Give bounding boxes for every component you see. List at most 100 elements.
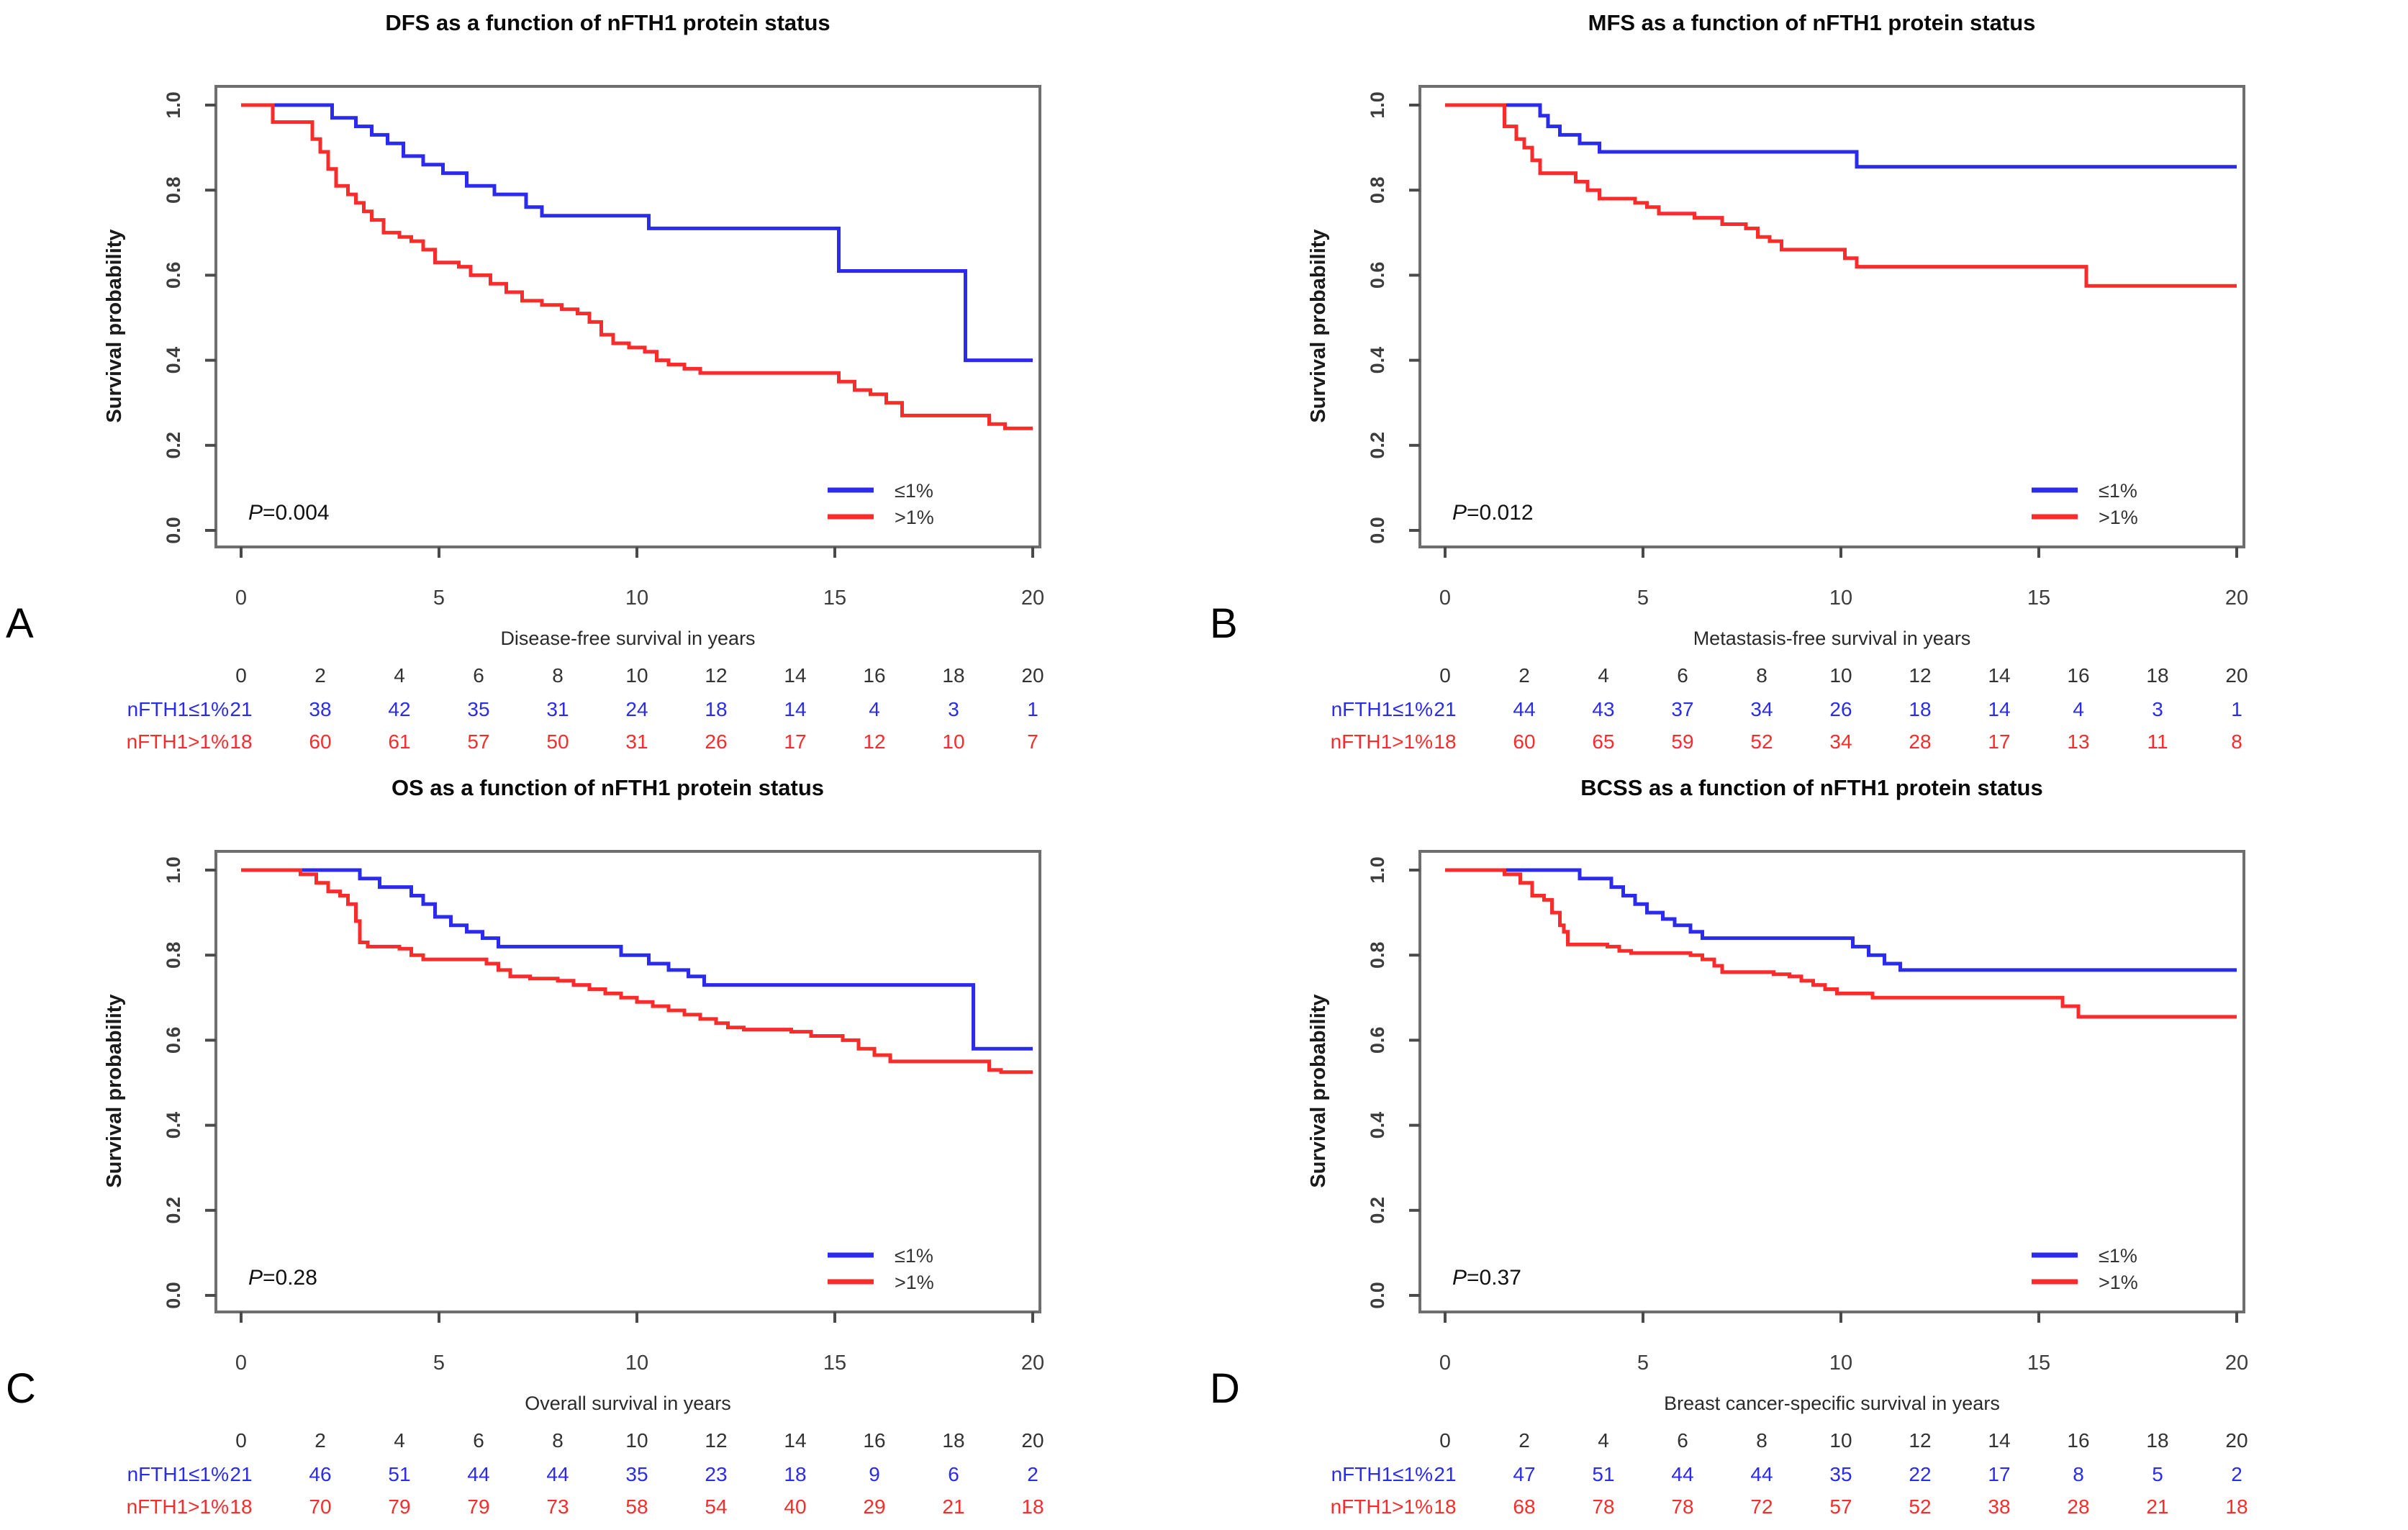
y-tick-label: 0.6 <box>1367 262 1388 289</box>
y-tick-label: 0.0 <box>1367 1282 1388 1309</box>
risk-year-label: 10 <box>625 664 648 687</box>
risk-year-label: 14 <box>784 664 806 687</box>
risk-count: 60 <box>1513 730 1535 753</box>
risk-count: 1 <box>2231 698 2242 720</box>
y-tick-label: 0.6 <box>1367 1027 1388 1054</box>
y-tick-label: 1.0 <box>1367 856 1388 884</box>
risk-year-label: 6 <box>473 1429 484 1452</box>
risk-row-label: nFTH1≤1% <box>127 1463 229 1485</box>
y-tick-label: 0.4 <box>163 347 184 374</box>
y-tick-label: 0.6 <box>163 262 184 289</box>
x-tick-label: 20 <box>1021 587 1044 610</box>
chart-title: OS as a function of nFTH1 protein status <box>391 775 824 800</box>
x-tick-label: 10 <box>625 587 648 610</box>
risk-count: 29 <box>863 1495 885 1518</box>
risk-year-label: 8 <box>1756 664 1767 687</box>
risk-count: 35 <box>625 1463 648 1485</box>
panel-d: BCSS as a function of nFTH1 protein stat… <box>1204 765 2408 1530</box>
risk-count: 44 <box>546 1463 569 1485</box>
chart-title: MFS as a function of nFTH1 protein statu… <box>1588 10 2036 35</box>
risk-count: 40 <box>784 1495 806 1518</box>
risk-year-label: 0 <box>1439 1429 1451 1452</box>
risk-count: 42 <box>388 698 410 720</box>
risk-year-label: 16 <box>2067 664 2089 687</box>
x-tick-label: 5 <box>433 1352 445 1375</box>
risk-count: 21 <box>1434 698 1456 720</box>
y-tick-label: 0.8 <box>163 176 184 204</box>
panel-letter-b: B <box>1210 600 1238 647</box>
x-axis-label: Disease-free survival in years <box>500 628 755 649</box>
panel-b-chart: MFS as a function of nFTH1 protein statu… <box>1307 10 2248 753</box>
risk-count: 18 <box>784 1463 806 1485</box>
risk-count: 79 <box>467 1495 489 1518</box>
risk-count: 59 <box>1671 730 1693 753</box>
risk-year-label: 6 <box>1677 1429 1688 1452</box>
x-tick-label: 0 <box>235 1352 247 1375</box>
risk-count: 3 <box>948 698 959 720</box>
risk-count: 1 <box>1027 698 1038 720</box>
survival-curve-gt1 <box>241 868 1033 1074</box>
risk-year-label: 2 <box>1518 664 1530 687</box>
p-value: P=0.37 <box>1452 1266 1521 1290</box>
risk-count: 9 <box>869 1463 880 1485</box>
risk-count: 60 <box>309 730 331 753</box>
panel-c: OS as a function of nFTH1 protein status… <box>0 765 1204 1530</box>
risk-year-label: 18 <box>942 664 964 687</box>
legend-label-le1: ≤1% <box>2099 1245 2137 1267</box>
risk-count: 38 <box>1988 1495 2010 1518</box>
risk-count: 50 <box>546 730 569 753</box>
risk-year-label: 4 <box>394 664 405 687</box>
chart-title: BCSS as a function of nFTH1 protein stat… <box>1580 775 2042 800</box>
risk-row-label: nFTH1>1% <box>1331 730 1433 753</box>
risk-year-label: 20 <box>1021 1429 1044 1452</box>
x-tick-label: 15 <box>823 587 846 610</box>
x-tick-label: 0 <box>235 587 247 610</box>
risk-count: 44 <box>467 1463 489 1485</box>
risk-year-label: 20 <box>2225 664 2248 687</box>
y-tick-label: 0.8 <box>1367 941 1388 969</box>
survival-curve-le1 <box>1445 868 2237 972</box>
risk-count: 21 <box>942 1495 964 1518</box>
panel-letter-a: A <box>6 600 34 647</box>
p-value: P=0.004 <box>248 501 330 525</box>
risk-count: 21 <box>2146 1495 2168 1518</box>
risk-year-label: 14 <box>784 1429 806 1452</box>
x-tick-label: 5 <box>1637 1352 1649 1375</box>
risk-year-label: 20 <box>2225 1429 2248 1452</box>
risk-year-label: 10 <box>1829 1429 1852 1452</box>
risk-count: 52 <box>1750 730 1773 753</box>
risk-count: 10 <box>942 730 964 753</box>
x-tick-label: 20 <box>2225 587 2248 610</box>
survival-curve-le1 <box>1445 103 2237 169</box>
risk-year-label: 14 <box>1988 1429 2010 1452</box>
risk-year-label: 10 <box>1829 664 1852 687</box>
y-tick-label: 0.2 <box>163 1197 184 1224</box>
risk-count: 14 <box>1988 698 2010 720</box>
risk-count: 12 <box>863 730 885 753</box>
survival-curve-le1 <box>241 103 1033 363</box>
risk-count: 57 <box>467 730 489 753</box>
risk-count: 43 <box>1592 698 1614 720</box>
risk-count: 18 <box>1434 730 1456 753</box>
x-tick-label: 0 <box>1439 587 1451 610</box>
risk-count: 26 <box>1829 698 1852 720</box>
risk-count: 21 <box>230 1463 252 1485</box>
plot-box <box>214 850 1041 1313</box>
risk-count: 78 <box>1592 1495 1614 1518</box>
risk-count: 18 <box>1434 1495 1456 1518</box>
risk-count: 44 <box>1671 1463 1693 1485</box>
risk-count: 8 <box>2073 1463 2084 1485</box>
p-value: P=0.28 <box>248 1266 317 1290</box>
y-axis-label: Survival probability <box>103 994 126 1187</box>
risk-year-label: 14 <box>1988 664 2010 687</box>
y-tick-label: 1.0 <box>163 91 184 119</box>
risk-count: 2 <box>1027 1463 1038 1485</box>
risk-row-label: nFTH1>1% <box>1331 1495 1433 1518</box>
risk-year-label: 4 <box>1598 664 1609 687</box>
risk-count: 2 <box>2231 1463 2242 1485</box>
legend-label-le1: ≤1% <box>895 1245 933 1267</box>
x-tick-label: 5 <box>1637 587 1649 610</box>
risk-year-label: 6 <box>1677 664 1688 687</box>
risk-year-label: 6 <box>473 664 484 687</box>
risk-count: 31 <box>625 730 648 753</box>
